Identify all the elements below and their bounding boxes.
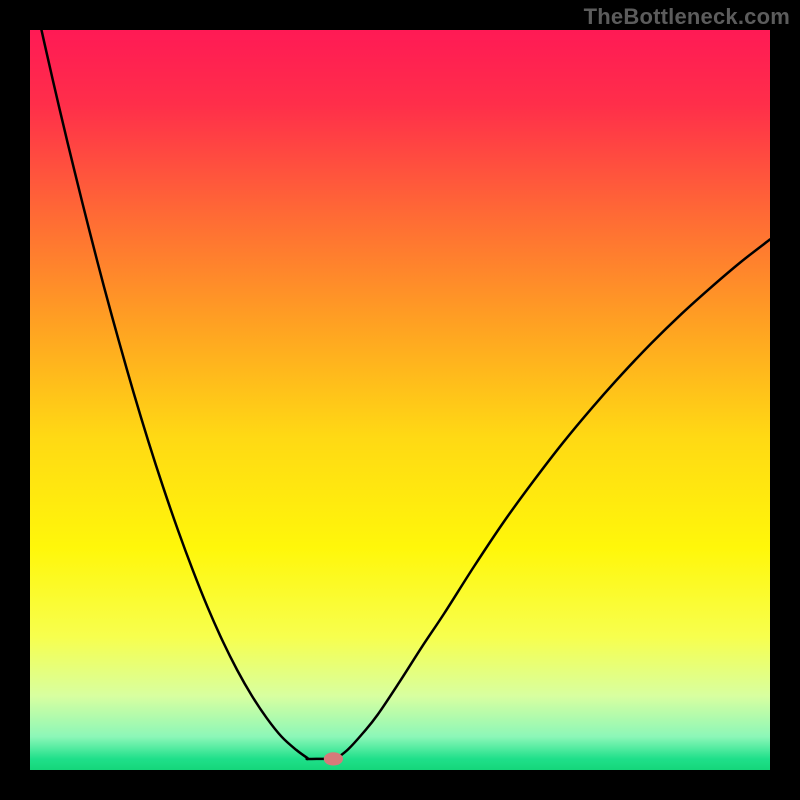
minimum-marker	[324, 752, 343, 765]
gradient-background	[30, 30, 770, 770]
gradient-plot	[30, 30, 770, 770]
chart-frame: TheBottleneck.com	[0, 0, 800, 800]
plot-area	[30, 30, 770, 770]
watermark-text: TheBottleneck.com	[584, 4, 790, 30]
